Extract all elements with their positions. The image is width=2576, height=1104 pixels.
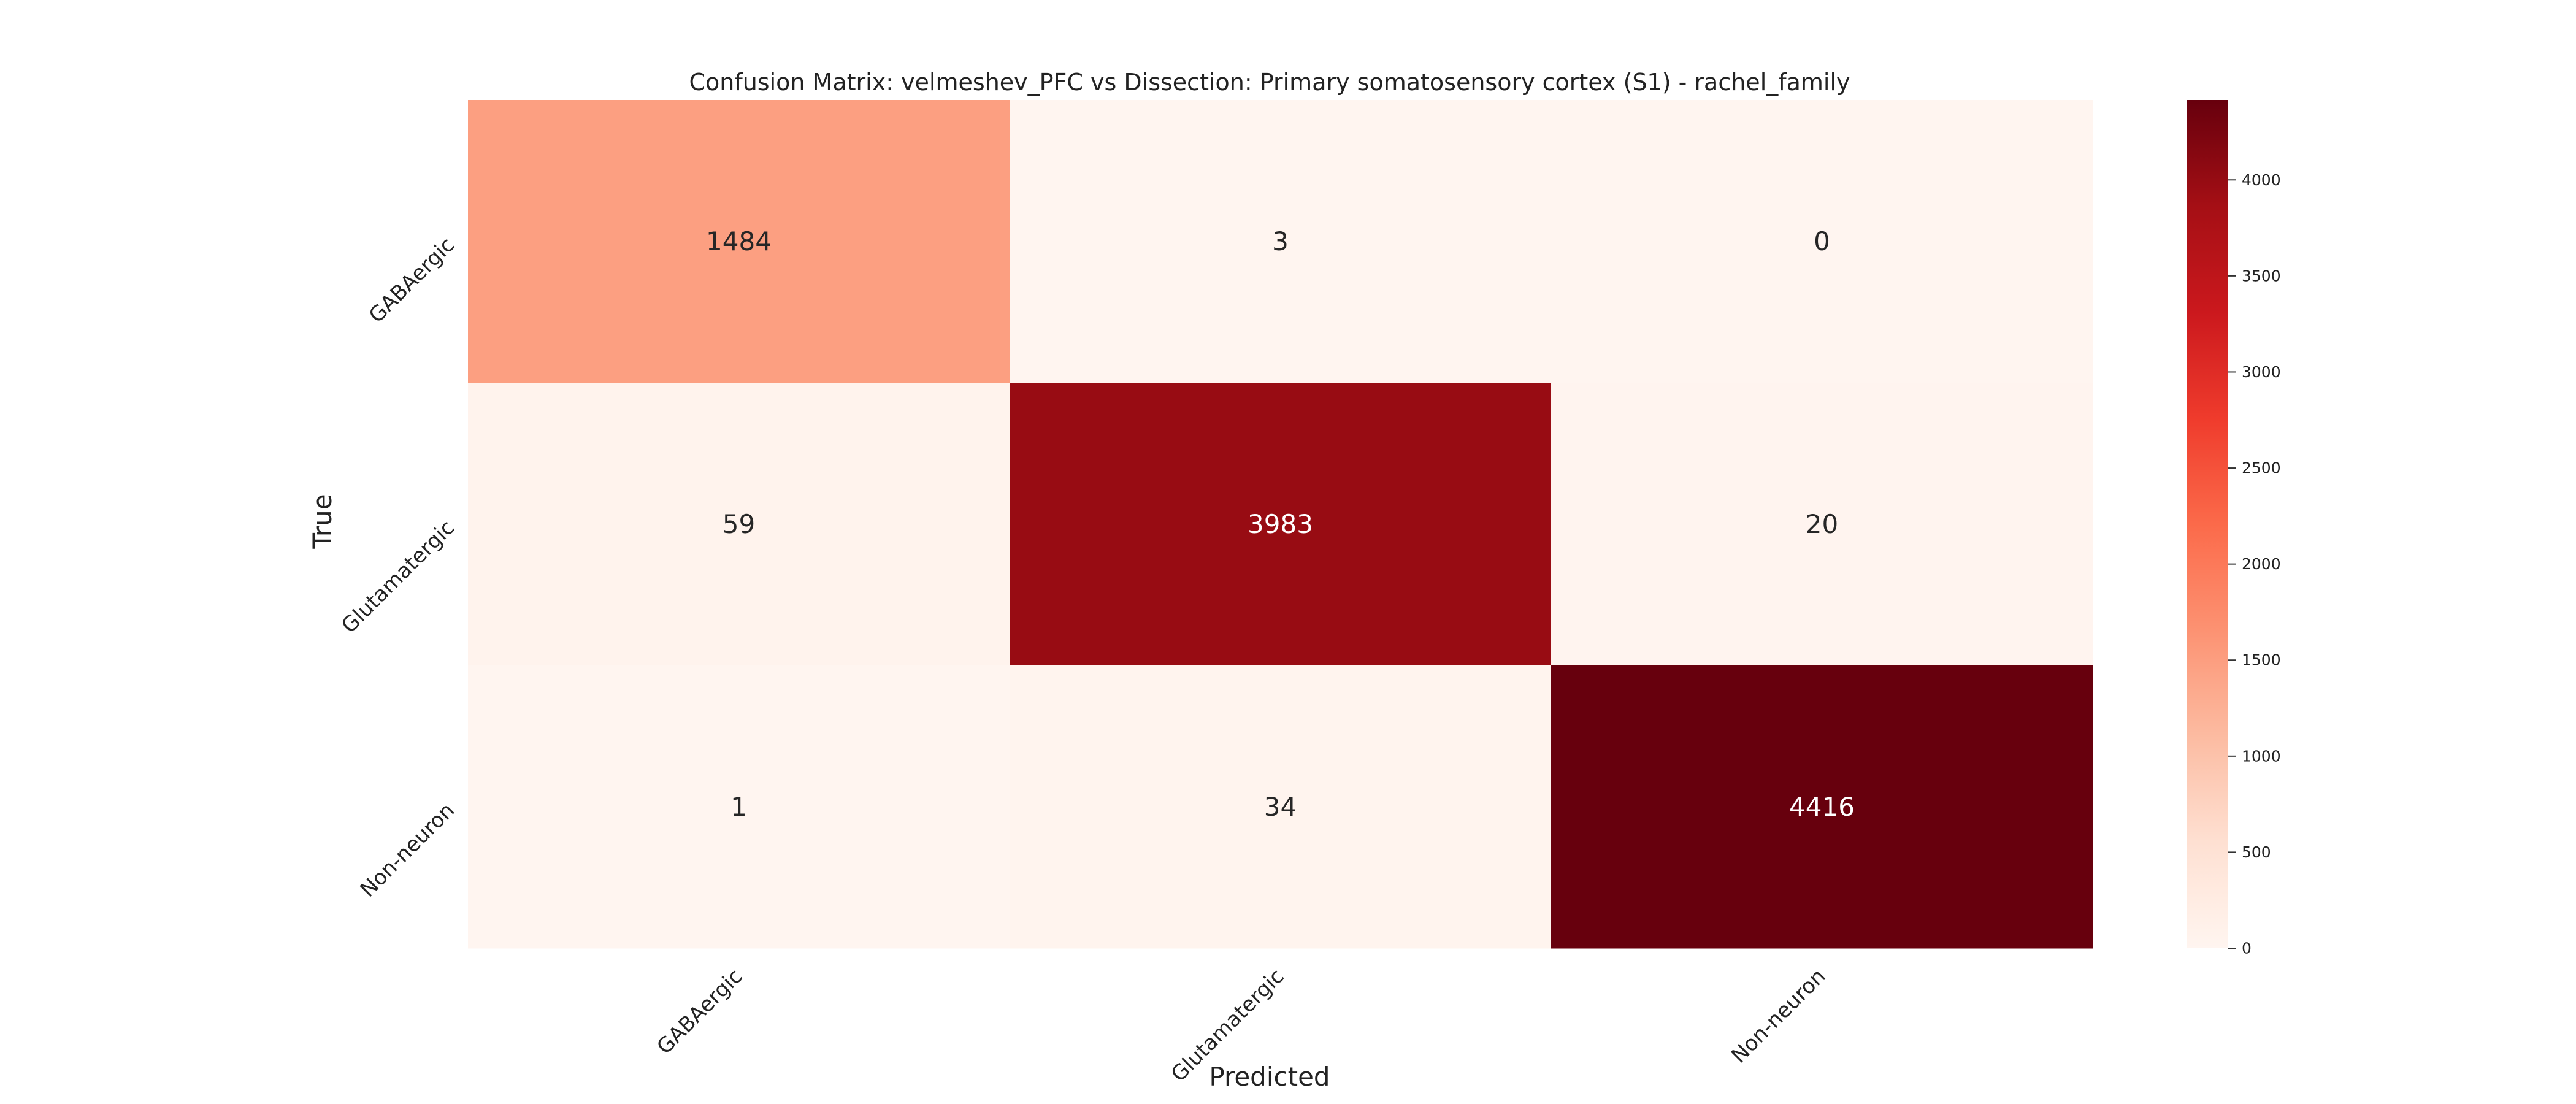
cell-value-label: 34 bbox=[1264, 792, 1297, 822]
colorbar-tick-label: 1500 bbox=[2242, 651, 2281, 669]
colorbar-tick-label: 0 bbox=[2242, 940, 2252, 957]
cell-value-labels: 1484 3 0 59 3983 20 1 34 4416 bbox=[706, 226, 1855, 822]
colorbar-tick-label: 4000 bbox=[2242, 171, 2281, 189]
y-tick-labels: GABAergic Glutamatergic Non-neuron bbox=[337, 232, 459, 902]
heatmap-cell bbox=[468, 383, 1010, 666]
cell-value-label: 1 bbox=[730, 792, 747, 822]
cell-value-label: 59 bbox=[723, 509, 755, 539]
cell-value-label: 0 bbox=[1814, 226, 1830, 256]
x-tick-label: GABAergic bbox=[652, 964, 747, 1059]
x-tick-label: Non-neuron bbox=[1727, 964, 1830, 1068]
y-tick-label: Non-neuron bbox=[356, 798, 459, 902]
heatmap-cell bbox=[468, 665, 1010, 949]
heatmap-cells bbox=[468, 100, 2093, 949]
cell-value-label: 20 bbox=[1806, 509, 1838, 539]
colorbar-tick-label: 2000 bbox=[2242, 555, 2281, 573]
x-axis-label: Predicted bbox=[1209, 1062, 1330, 1092]
heatmap-cell bbox=[1010, 383, 1552, 666]
colorbar-tick-label: 2500 bbox=[2242, 459, 2281, 477]
y-axis-label: True bbox=[307, 494, 337, 549]
colorbar-tick-label: 3000 bbox=[2242, 363, 2281, 381]
y-tick-label: GABAergic bbox=[364, 232, 459, 328]
cell-value-label: 4416 bbox=[1789, 792, 1855, 822]
cell-value-label: 3 bbox=[1272, 226, 1289, 256]
heatmap-cell bbox=[1551, 383, 2093, 666]
heatmap-cell bbox=[1010, 100, 1552, 383]
heatmap-cell bbox=[1010, 665, 1552, 949]
cell-value-label: 3983 bbox=[1248, 509, 1313, 539]
chart-title: Confusion Matrix: velmeshev_PFC vs Disse… bbox=[689, 69, 1850, 96]
y-tick-label: Glutamatergic bbox=[337, 515, 459, 638]
colorbar: 0 500 1000 1500 2000 2500 3000 3500 4000 bbox=[2187, 100, 2281, 957]
heatmap-cell bbox=[468, 100, 1010, 383]
cell-value-label: 1484 bbox=[706, 226, 772, 256]
heatmap-cell bbox=[1551, 665, 2093, 949]
colorbar-tick-label: 3500 bbox=[2242, 267, 2281, 285]
colorbar-tick-label: 1000 bbox=[2242, 747, 2281, 765]
colorbar-gradient bbox=[2187, 100, 2228, 948]
colorbar-tick-label: 500 bbox=[2242, 843, 2271, 861]
heatmap-cell bbox=[1551, 100, 2093, 383]
